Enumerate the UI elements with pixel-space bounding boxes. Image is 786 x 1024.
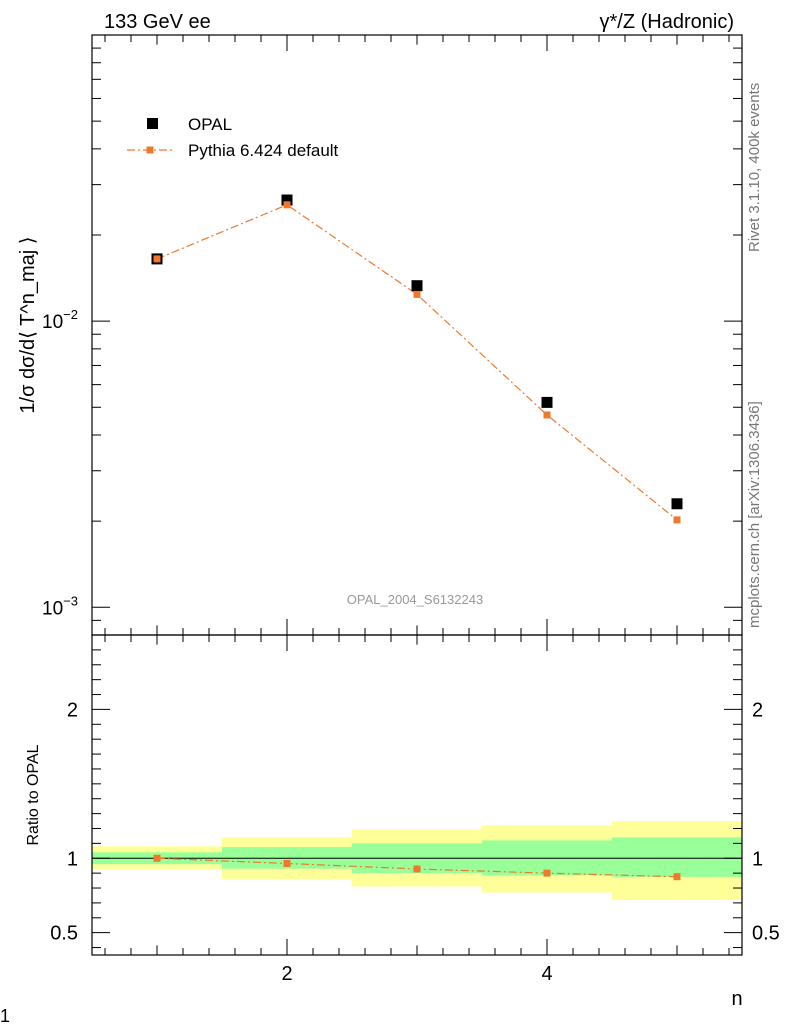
opal-point bbox=[281, 194, 293, 206]
legend-opal-label: OPAL bbox=[188, 115, 232, 134]
legend-opal-marker bbox=[147, 118, 158, 129]
ratio-pythia-point bbox=[413, 865, 421, 873]
ratio-pythia-point bbox=[283, 859, 291, 867]
opal-point bbox=[541, 396, 553, 408]
ratio-pythia-point bbox=[673, 873, 681, 881]
source-label: mcplots.cern.ch [arXiv:1306.3436] bbox=[746, 401, 763, 628]
ratio-y-tick-label: 0.5 bbox=[50, 923, 78, 945]
y-tick-label: 10−2 bbox=[42, 307, 78, 333]
band-inner-bin bbox=[612, 837, 742, 877]
ratio-y-tick-label-right: 1 bbox=[752, 848, 763, 870]
ratio-pythia-point bbox=[153, 854, 161, 862]
analysis-watermark: OPAL_2004_S6132243 bbox=[347, 592, 483, 607]
opal-point bbox=[671, 498, 683, 510]
header-left: 133 GeV ee bbox=[104, 11, 211, 33]
pythia-point bbox=[153, 255, 161, 263]
ratio-uncertainty-bands bbox=[92, 821, 742, 900]
pythia-point bbox=[673, 516, 681, 524]
legend-pythia-label: Pythia 6.424 default bbox=[188, 141, 339, 160]
header-right: γ*/Z (Hadronic) bbox=[600, 11, 734, 33]
x-tick-label: 4 bbox=[541, 963, 552, 985]
x-axis-label: n bbox=[731, 988, 742, 1010]
x-tick-label: 2 bbox=[281, 963, 292, 985]
main-y-axis-label: 1/σ dσ/d⟨ T^n_maj ⟩ bbox=[17, 236, 39, 413]
legend-pythia-marker bbox=[146, 146, 154, 154]
pythia-point bbox=[543, 411, 551, 419]
tick-labels: 2 4 10−2 10−3 0.5 0.5 1 1 2 2 bbox=[42, 307, 780, 985]
ratio-y-tick-label: 2 bbox=[67, 699, 78, 721]
legend: OPAL Pythia 6.424 default bbox=[127, 115, 339, 160]
page-number: 1 bbox=[0, 1006, 10, 1024]
ratio-y-tick-label-right: 2 bbox=[752, 699, 763, 721]
rivet-version-label: Rivet 3.1.10, 400k events bbox=[746, 82, 763, 252]
pythia-point bbox=[413, 290, 421, 298]
ratio-plot-frame bbox=[91, 634, 743, 956]
y-tick-label: 10−3 bbox=[42, 593, 78, 619]
opal-point bbox=[411, 280, 423, 292]
ratio-y-tick-label-right: 0.5 bbox=[752, 923, 780, 945]
ratio-y-tick-label: 1 bbox=[67, 848, 78, 870]
ratio-pythia-point bbox=[543, 869, 551, 877]
pythia-point bbox=[283, 201, 291, 209]
chart-series bbox=[151, 194, 683, 881]
axis-ticks bbox=[92, 34, 742, 955]
pythia-line bbox=[156, 204, 678, 521]
ratio-y-axis-label: Ratio to OPAL bbox=[25, 744, 42, 845]
